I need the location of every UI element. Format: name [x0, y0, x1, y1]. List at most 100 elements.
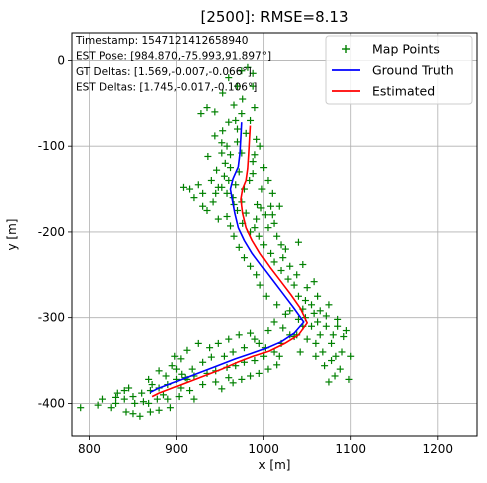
map-point	[225, 176, 233, 184]
map-point	[77, 404, 85, 412]
map-point	[336, 365, 344, 373]
map-point	[264, 176, 272, 184]
map-point	[279, 254, 287, 262]
map-point	[255, 369, 263, 377]
map-point	[249, 82, 257, 90]
info-text-line: EST Pose: [984.870,-75.993,91.897°]	[76, 51, 271, 63]
map-point	[98, 395, 106, 403]
map-point	[247, 329, 255, 337]
map-point	[328, 357, 336, 365]
map-point	[125, 384, 133, 392]
map-point	[251, 224, 259, 232]
map-point	[173, 365, 181, 373]
legend: Map Points Ground Truth Estimated	[325, 35, 473, 105]
map-point	[220, 172, 228, 180]
map-point	[120, 395, 128, 403]
map-point	[247, 116, 255, 124]
map-point	[239, 95, 247, 103]
map-point	[314, 318, 322, 326]
map-point	[329, 331, 337, 339]
map-point	[316, 331, 324, 339]
map-point	[223, 212, 231, 220]
x-tick-label: 1200	[423, 442, 454, 456]
map-point	[303, 335, 311, 343]
map-point	[177, 355, 185, 363]
map-point	[221, 159, 229, 167]
map-point	[255, 339, 263, 347]
map-point	[227, 164, 235, 172]
map-point	[162, 372, 170, 380]
map-point	[136, 412, 144, 420]
map-point	[308, 301, 316, 309]
info-text-line: Timestamp: 1547121412658940	[75, 35, 248, 47]
map-point	[334, 315, 342, 323]
map-point	[220, 352, 228, 360]
map-point	[303, 284, 311, 292]
ground-truth-line	[150, 122, 305, 394]
map-point	[268, 211, 276, 219]
map-point	[294, 315, 302, 323]
map-point	[251, 151, 259, 159]
map-point	[194, 339, 202, 347]
map-point	[251, 104, 259, 112]
map-point	[308, 322, 316, 330]
map-point	[209, 198, 217, 206]
map-point	[246, 176, 254, 184]
map-point	[321, 362, 329, 370]
map-point	[260, 241, 268, 249]
y-tick-label: -100	[38, 139, 65, 153]
map-point	[211, 108, 219, 116]
map-point	[294, 292, 302, 300]
map-point	[267, 249, 275, 257]
map-point	[255, 232, 263, 240]
map-point	[218, 183, 226, 191]
estimated-line	[151, 125, 308, 398]
map-point	[273, 361, 281, 369]
map-point	[328, 339, 336, 347]
legend-item: Estimated	[332, 84, 435, 99]
map-point	[214, 215, 222, 223]
map-point	[199, 202, 207, 210]
map-point	[342, 327, 350, 335]
map-point	[281, 245, 289, 253]
map-point	[112, 393, 120, 401]
map-point	[310, 278, 318, 286]
map-point	[194, 181, 202, 189]
map-point	[199, 358, 207, 366]
map-point	[155, 406, 163, 414]
map-point	[270, 318, 278, 326]
map-point	[256, 281, 264, 289]
legend-label: Estimated	[372, 84, 435, 99]
info-text-box: Timestamp: 1547121412658940 EST Pose: [98…	[75, 35, 271, 94]
map-point	[319, 348, 327, 356]
map-point	[218, 149, 226, 157]
map-point	[281, 310, 289, 318]
map-point	[129, 393, 137, 401]
map-point	[251, 335, 259, 343]
map-point	[113, 389, 121, 397]
map-point	[284, 275, 292, 283]
map-point	[204, 152, 212, 160]
map-point	[257, 204, 265, 212]
info-text-line: GT Deltas: [1.569,-0.007,-0.066°]	[76, 66, 252, 78]
map-point	[256, 142, 264, 150]
map-point	[230, 101, 238, 109]
legend-item: Ground Truth	[332, 63, 454, 78]
map-point	[145, 399, 153, 407]
legend-item: Map Points	[342, 42, 440, 57]
info-text-line: EST Deltas: [1.745,-0.017,-0.106°]	[76, 82, 257, 94]
map-point	[203, 104, 211, 112]
y-axis-title: y [m]	[5, 219, 19, 251]
map-point	[247, 372, 255, 380]
map-point	[312, 352, 320, 360]
map-point	[279, 324, 287, 332]
map-point	[310, 309, 318, 317]
map-point	[197, 110, 205, 118]
map-point	[212, 378, 220, 386]
map-point	[286, 262, 294, 270]
map-point	[301, 297, 309, 305]
map-point	[223, 142, 231, 150]
map-point	[332, 352, 340, 360]
map-point	[235, 243, 243, 251]
